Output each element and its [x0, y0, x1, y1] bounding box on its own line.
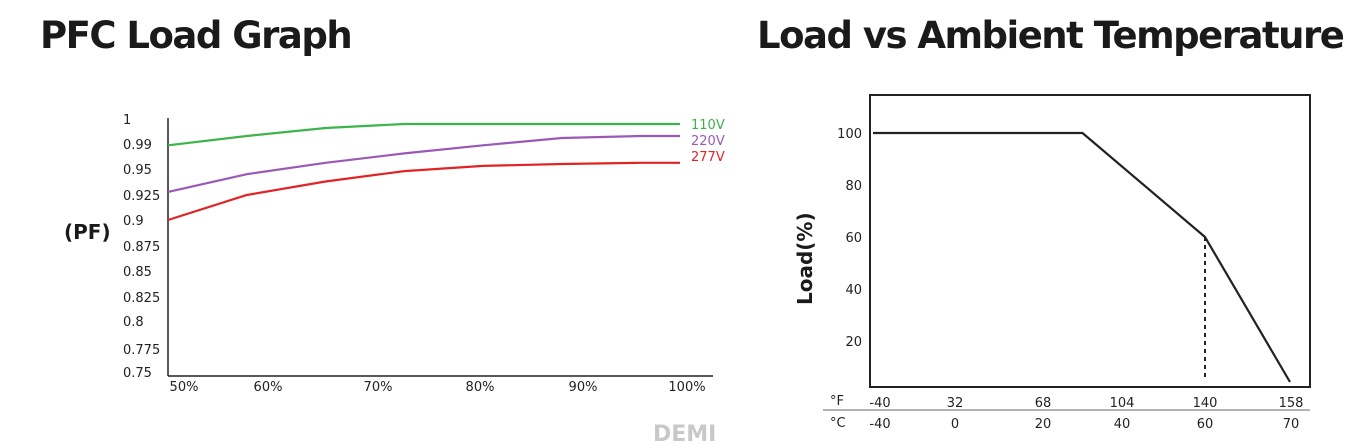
derating-curve-line: [873, 131, 1291, 383]
temp-x-tick-celsius: 70: [1283, 417, 1300, 432]
pfc-y-tick-label: 0.925: [123, 189, 160, 204]
pfc-x-tick-label: 90%: [569, 380, 598, 395]
temp-x-tick-fahrenheit: 140: [1193, 396, 1218, 411]
temp-y-tick-label: 60: [845, 231, 862, 246]
fahrenheit-unit-label: °F: [830, 394, 844, 409]
pfc-y-tick-label: 0.99: [123, 138, 152, 153]
celsius-unit-label: °C: [830, 416, 846, 431]
pfc-series-line-110v: [167, 122, 680, 147]
pfc-y-axis-label: (PF): [64, 220, 111, 244]
temp-x-tick-fahrenheit: -40: [869, 396, 890, 411]
pfc-y-tick-label: 0.75: [123, 366, 152, 381]
pfc-y-tick-label: 0.825: [123, 291, 160, 306]
temp-x-tick-celsius: 60: [1197, 417, 1214, 432]
temp-x-tick-fahrenheit: 158: [1279, 396, 1304, 411]
watermark-text: DEMI: [653, 422, 716, 445]
load-temp-chart-title: Load vs Ambient Temperature: [757, 14, 1345, 57]
temp-x-tick-fahrenheit: 104: [1110, 396, 1135, 411]
pfc-x-tick-label: 50%: [170, 380, 199, 395]
pfc-y-tick-label: 0.875: [123, 240, 160, 255]
pfc-x-tick-label: 70%: [364, 380, 393, 395]
temp-y-axis-label: Load(%): [793, 212, 817, 305]
pfc-series-label-220v: 220V: [691, 134, 725, 149]
temp-x-tick-celsius: 0: [951, 417, 959, 432]
temp-x-tick-fahrenheit: 68: [1035, 396, 1052, 411]
temp-y-tick-label: 40: [845, 283, 862, 298]
pfc-series-line-277v: [167, 161, 680, 222]
pfc-series-line-220v: [167, 134, 680, 193]
temp-x-tick-celsius: 20: [1035, 417, 1052, 432]
temp-y-tick-label: 20: [845, 335, 862, 350]
pfc-y-tick-label: 0.85: [123, 265, 152, 280]
pfc-x-tick-label: 60%: [254, 380, 283, 395]
temp-y-tick-label: 100: [837, 127, 862, 142]
temp-x-tick-celsius: -40: [869, 417, 890, 432]
pfc-y-tick-label: 1: [123, 113, 131, 128]
pfc-series-label-277v: 277V: [691, 150, 725, 165]
pfc-y-tick-label: 0.95: [123, 163, 152, 178]
pfc-series-label-110v: 110V: [691, 118, 725, 133]
temp-x-tick-celsius: 40: [1114, 417, 1131, 432]
pfc-chart-title: PFC Load Graph: [40, 14, 353, 57]
pfc-x-tick-label: 100%: [668, 380, 705, 395]
temp-plot-frame: [869, 94, 1311, 388]
pfc-y-tick-label: 0.775: [123, 343, 160, 358]
temp-y-tick-label: 80: [845, 179, 862, 194]
pfc-y-tick-label: 0.9: [123, 214, 144, 229]
temp-x-tick-fahrenheit: 32: [947, 396, 964, 411]
pfc-y-tick-label: 0.8: [123, 315, 144, 330]
pfc-x-tick-label: 80%: [466, 380, 495, 395]
